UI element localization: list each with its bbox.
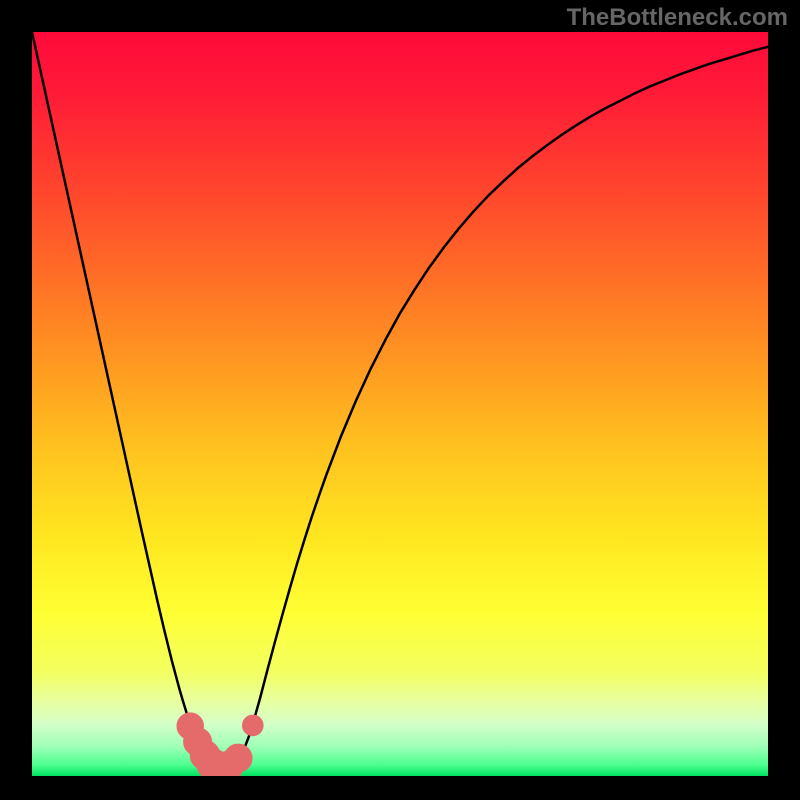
- watermark-text: TheBottleneck.com: [567, 4, 788, 32]
- bottleneck-v-curve-chart: [32, 32, 768, 776]
- marker-point: [243, 715, 264, 736]
- gradient-background: [32, 32, 768, 776]
- chart-stage: TheBottleneck.com: [0, 0, 800, 800]
- marker-point: [224, 744, 252, 772]
